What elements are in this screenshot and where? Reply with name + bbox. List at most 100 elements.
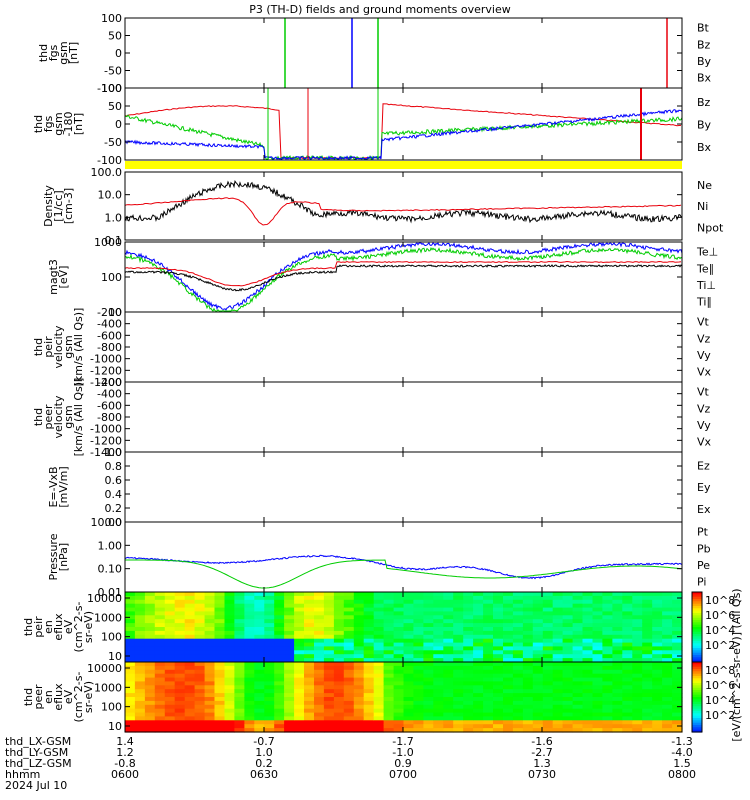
spectrogram-cell [552, 677, 564, 683]
y-tick-label: 1000 [94, 681, 122, 694]
spectrogram-cell [473, 712, 484, 718]
spectrogram-cell [373, 619, 385, 624]
colorbar-cell [692, 636, 702, 640]
spectrogram-cell [512, 615, 524, 620]
spectrogram-cell [244, 673, 255, 679]
spectrogram-cell [304, 724, 315, 729]
spectrogram-cell [423, 693, 434, 698]
y-tick-label: -600 [97, 399, 122, 412]
spectrogram-cell [224, 595, 235, 601]
spectrogram-cell [672, 689, 683, 694]
spectrogram-cell [214, 669, 225, 675]
spectrogram-cell [423, 708, 434, 714]
spectrogram-cell [134, 599, 146, 605]
spectrogram-cell [154, 599, 166, 605]
spectrogram-cell [483, 708, 494, 714]
spectrogram-cell [423, 611, 434, 616]
spectrogram-cell [503, 603, 514, 609]
spectrogram-cell [174, 693, 186, 698]
spectrogram-cell [125, 677, 136, 683]
spectrogram-cell [304, 697, 315, 702]
spectrogram-cell [353, 689, 365, 694]
spectrogram-cell [125, 599, 136, 605]
spectrogram-cell [592, 630, 603, 636]
spectrogram-cell [234, 673, 245, 679]
y-axis-label: peer [42, 404, 55, 430]
spectrogram-cell [353, 681, 365, 686]
spectrogram-cell [144, 623, 156, 628]
spectrogram-cell [125, 650, 136, 655]
spectrogram-cell [562, 716, 574, 721]
spectrogram-cell [284, 654, 295, 659]
y-tick-label: -1400 [90, 376, 122, 389]
spectrogram-cell [224, 689, 235, 694]
spectrogram-cell [602, 619, 613, 624]
spectrogram-cell [164, 619, 176, 624]
spectrogram-cell [562, 662, 574, 667]
y-tick-label: -200 [97, 376, 122, 389]
spectrogram-cell [234, 720, 245, 725]
spectrogram-cell [632, 634, 643, 640]
spectrogram-cell [284, 607, 295, 613]
spectrogram-cell [393, 638, 405, 644]
spectrogram-cell [343, 595, 355, 601]
spectrogram-cell [194, 712, 206, 718]
spectrogram-cell [214, 592, 225, 597]
spectrogram-cell [463, 712, 474, 718]
colorbar-cell [692, 610, 702, 614]
spectrogram-cell [522, 599, 534, 605]
spectrogram-cell [483, 623, 494, 628]
spectrogram-cell [264, 677, 275, 683]
y-axis-label: Pressure [47, 533, 60, 580]
spectrogram-cell [274, 677, 285, 683]
spectrogram-cell [363, 704, 375, 710]
spectrogram-cell [363, 665, 375, 671]
spectrogram-cell [234, 685, 245, 690]
spectrogram-cell [393, 685, 405, 690]
spectrogram-cell [403, 716, 414, 721]
spectrogram-cell [224, 607, 235, 613]
spectrogram-cell [552, 592, 564, 597]
colorbar-cell [692, 662, 702, 665]
spectrogram-cell [582, 611, 593, 616]
spectrogram-cell [403, 697, 414, 702]
spectrogram-cell [512, 623, 524, 628]
spectrogram-cell [204, 700, 216, 706]
spectrogram-cell [552, 662, 564, 667]
panel-peir_spectrogram: 10000100010010thdpeirenefluxeV(cm^2-s-sr… [22, 591, 683, 663]
spectrogram-cell [274, 646, 285, 651]
colorbar-cell [692, 648, 702, 651]
spectrogram-cell [503, 642, 514, 648]
y-tick-label: 0.8 [105, 460, 123, 473]
spectrogram-cell [274, 592, 285, 597]
spectrogram-cell [314, 700, 325, 706]
spectrogram-cell [204, 615, 216, 620]
spectrogram-cell [363, 654, 375, 659]
colorbar-cell [692, 676, 702, 679]
spectrogram-cell [244, 599, 255, 605]
spectrogram-cell [224, 646, 235, 651]
y-axis-label: fgs [42, 115, 55, 132]
spectrogram-cell [184, 689, 196, 694]
spectrogram-cell [493, 665, 504, 671]
spectrogram-cell [323, 592, 335, 597]
spectrogram-cell [284, 673, 295, 679]
spectrogram-cell [473, 654, 484, 659]
spectrogram-cell [632, 607, 643, 613]
x-row-value: -0.7 [253, 735, 274, 748]
spectrogram-cell [532, 595, 544, 601]
colorbar-cell [692, 713, 702, 717]
spectrogram-cell [304, 689, 315, 694]
spectrogram-cell [522, 720, 534, 725]
spectrogram-cell [572, 716, 584, 721]
spectrogram-cell [403, 611, 414, 616]
spectrogram-cell [612, 689, 623, 694]
spectrogram-cell [512, 708, 524, 714]
spectrogram-cell [393, 595, 405, 601]
spectrogram-cell [383, 650, 395, 655]
spectrogram-cell [672, 592, 683, 597]
spectrogram-cell [572, 630, 584, 636]
spectrogram-cell [662, 704, 673, 710]
spectrogram-cell [194, 607, 206, 613]
legend-Bz: Bz [697, 38, 711, 51]
